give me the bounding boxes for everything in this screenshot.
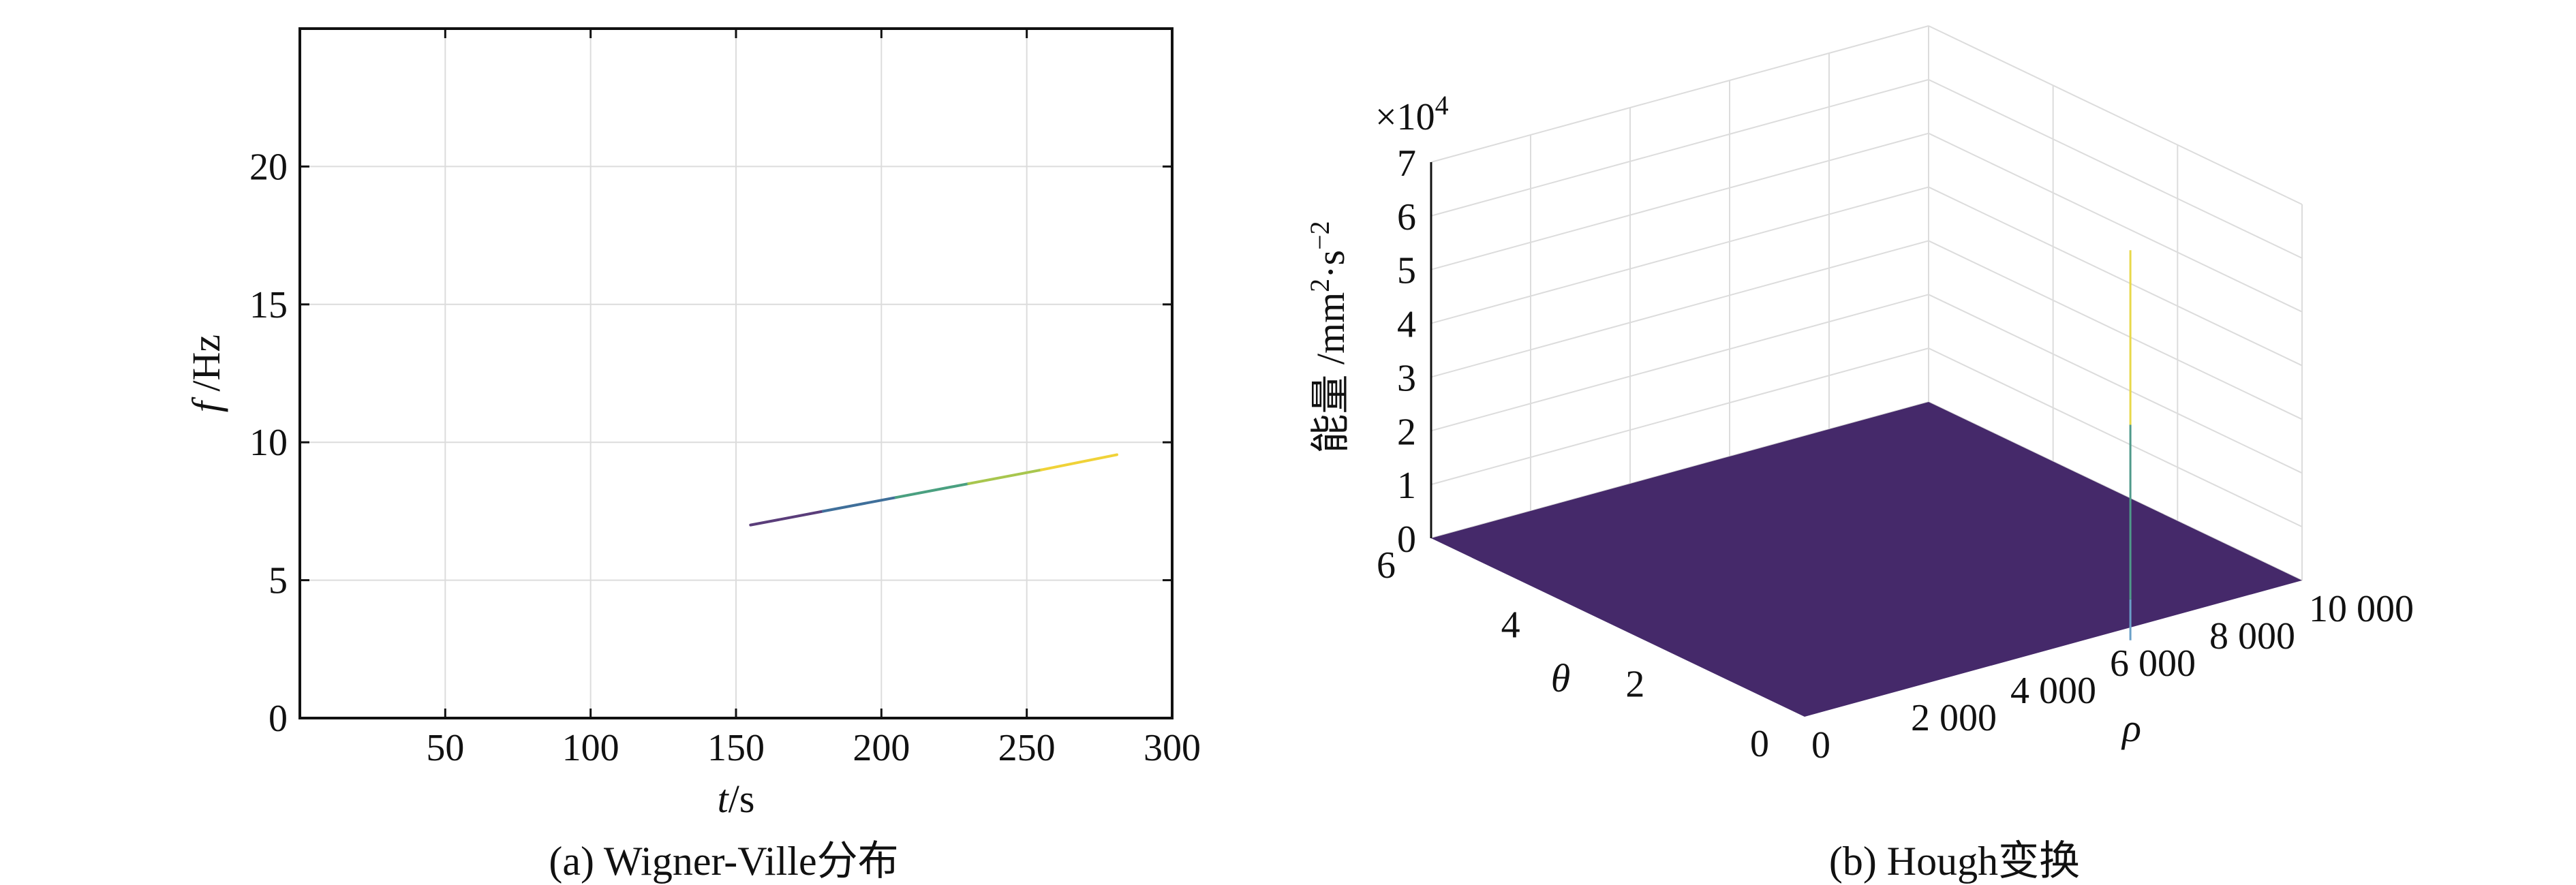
rho-axis-label: ρ [2121, 706, 2141, 750]
x-tick-label: 150 [707, 727, 765, 769]
y-axis-label: f /Hz [184, 335, 228, 412]
z-tick-label: 7 [1397, 142, 1416, 185]
z-multiplier-base: ×10 [1375, 96, 1435, 138]
ridge-segment [749, 510, 825, 527]
rho-tick-label: 10 000 [2309, 588, 2414, 630]
z-axis-label: 能量 /mm2·s−2 [1304, 221, 1353, 453]
caption-b: (b) Hough变换 [1829, 839, 2080, 884]
z-tick-label: 6 [1397, 196, 1416, 238]
x-tick-label: 100 [562, 727, 619, 769]
x-axis-label-unit: /s [729, 777, 755, 821]
z-tick-label: 5 [1397, 250, 1416, 292]
ridge-segment [967, 468, 1043, 485]
3d-gridline [1430, 347, 1929, 486]
z-label-sup2: −2 [1304, 221, 1335, 250]
z-tick-label: 3 [1397, 357, 1416, 399]
y-axis-label-unit: /Hz [184, 335, 228, 401]
z-tick-label: 2 [1397, 411, 1416, 453]
caption-a: (a) Wigner-Ville分布 [549, 839, 898, 884]
x-tick-label: 250 [998, 727, 1056, 769]
y-tick-label: 20 [249, 146, 288, 188]
ridge-segment [822, 496, 898, 513]
x-tick-label: 50 [426, 727, 464, 769]
wvd-ridge-line [749, 453, 1118, 527]
hough-panel: 0 1 2 3 4 5 6 7 0 2 4 6 0 2 000 4 000 6 000 8 000 10 00… [1304, 25, 2414, 884]
3d-gridline [1430, 240, 1929, 378]
z-tick-label: 4 [1397, 304, 1416, 346]
y-tick-label: 10 [249, 422, 288, 464]
theta-tick-label: 6 [1377, 544, 1396, 587]
3d-gridline [1430, 25, 1929, 163]
theta-axis-label: θ [1551, 656, 1571, 700]
rho-tick-label: 8 000 [2209, 615, 2295, 657]
3d-gridline [1928, 25, 2303, 205]
rho-tick-label: 6 000 [2110, 642, 2196, 685]
wigner-ville-panel: 50 100 150 200 250 300 0 5 10 15 20 t/s f /Hz (a)… [184, 27, 1201, 884]
z-label-mid: ·s [1308, 250, 1353, 279]
3d-gridline [1430, 78, 1929, 217]
y-tick-labels: 0 5 10 15 20 [249, 146, 1172, 740]
theta-tick-label: 4 [1501, 604, 1520, 646]
grid-lines [300, 29, 1172, 718]
z-label-base: 能量 /mm [1308, 292, 1353, 454]
z-tick-labels: 0 1 2 3 4 5 6 7 [1397, 142, 1416, 561]
3d-gridline [1430, 132, 1929, 270]
3d-grid-lines [1430, 25, 2303, 581]
theta-tick-labels: 0 2 4 6 [1377, 544, 1769, 765]
hough-surface [1431, 402, 2302, 717]
3d-gridline [1928, 186, 2303, 367]
3d-gridline [1928, 132, 2303, 313]
3d-gridline [1928, 240, 2303, 420]
rho-tick-label: 2 000 [1911, 697, 1997, 739]
x-axis-label-var: t [718, 777, 730, 821]
ridge-segment [1040, 453, 1118, 471]
z-label-sup1: 2 [1304, 279, 1335, 292]
y-tick-label: 0 [269, 698, 288, 740]
y-tick-label: 15 [249, 284, 288, 326]
x-tick-label: 200 [853, 727, 910, 769]
rho-tick-label: 0 [1811, 724, 1830, 766]
y-tick-label: 5 [269, 560, 288, 602]
x-tick-labels: 50 100 150 200 250 300 [426, 29, 1201, 769]
3d-gridline [1430, 294, 1929, 432]
3d-gridline [1928, 347, 2303, 528]
theta-tick-label: 2 [1625, 664, 1644, 706]
z-multiplier-exp: 4 [1435, 90, 1449, 121]
z-tick-label: 1 [1397, 465, 1416, 507]
x-axis-label: t/s [718, 777, 755, 821]
3d-gridline [1430, 186, 1929, 324]
rho-tick-labels: 0 2 000 4 000 6 000 8 000 10 000 [1811, 588, 2414, 766]
theta-tick-label: 0 [1750, 723, 1769, 765]
x-tick-label: 300 [1144, 727, 1201, 769]
3d-gridline [1928, 78, 2303, 259]
ridge-segment [894, 482, 970, 499]
z-multiplier: ×104 [1375, 90, 1449, 139]
rho-tick-label: 4 000 [2010, 670, 2096, 712]
3d-gridline [1928, 294, 2303, 474]
z-tick-label: 0 [1397, 518, 1416, 561]
